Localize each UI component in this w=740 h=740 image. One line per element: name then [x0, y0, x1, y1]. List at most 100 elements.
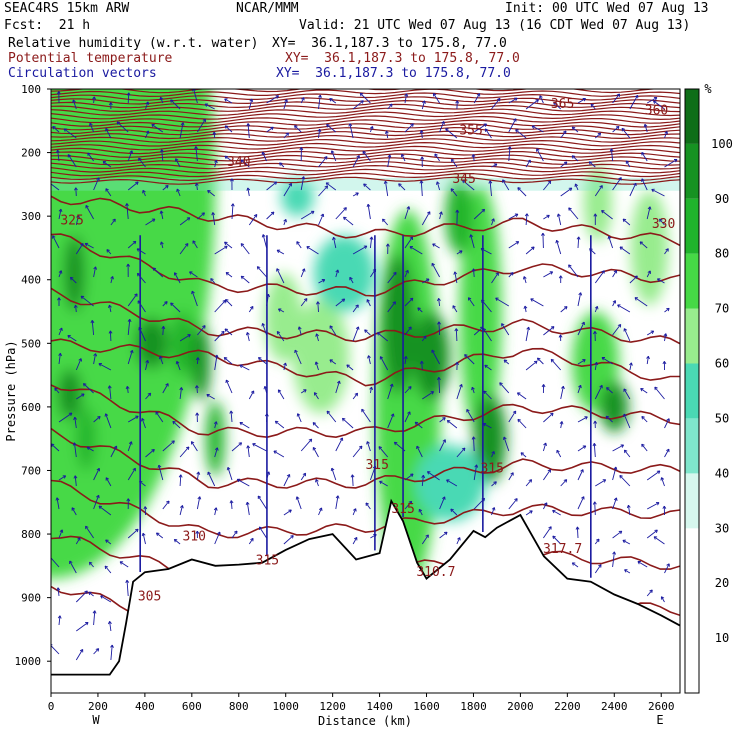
vector-arrow [161, 149, 164, 162]
vector-arrowhead [369, 126, 374, 130]
vector-arrow [377, 332, 388, 342]
vector-arrowhead [158, 355, 163, 360]
vector-arrowhead [165, 383, 169, 387]
vector-arrowhead [59, 529, 64, 533]
forecast-hour: Fcst: 21 h [4, 18, 91, 33]
vector-arrow [401, 154, 406, 162]
x-tick-label: 800 [229, 700, 249, 713]
vector-arrowhead [423, 335, 427, 340]
vector-arrowhead [435, 181, 440, 185]
vector-arrow [86, 446, 94, 452]
vector-arrow [508, 213, 519, 220]
vector-arrowhead [410, 123, 414, 127]
vector-arrow [196, 385, 198, 394]
vector-arrowhead [571, 126, 576, 131]
vector-arrowhead [535, 99, 539, 103]
vector-arrow [312, 422, 319, 429]
vector-arrow [127, 319, 131, 336]
vector-arrowhead [184, 243, 189, 247]
vector-arrowhead [80, 243, 84, 247]
x-tick-label: 600 [182, 700, 202, 713]
vector-arrowhead [86, 446, 91, 451]
vector-arrowhead [455, 209, 460, 213]
vector-arrow [577, 469, 584, 481]
vector-arrow [127, 240, 137, 249]
vector-arrowhead [105, 477, 110, 481]
vector-arrow [283, 474, 291, 487]
vector-arrow [641, 443, 648, 452]
vector-arrowhead [366, 299, 370, 303]
theta-contour [51, 123, 680, 132]
vector-arrow [431, 263, 440, 278]
vector-arrowhead [459, 250, 463, 254]
vector-arrowhead [341, 417, 346, 422]
theta-label: 315 [256, 554, 279, 569]
vector-arrow [283, 132, 289, 139]
x-tick-label: 0 [48, 700, 55, 713]
vector-arrowhead [225, 272, 230, 276]
field-rh-xy: XY= 36.1,187.3 to 175.8, 77.0 [272, 36, 507, 51]
vector-arrow [387, 103, 393, 110]
vector-arrowhead [481, 208, 486, 213]
vector-arrowhead [520, 452, 525, 456]
vector-arrow [73, 442, 77, 458]
vector-arrow [572, 562, 579, 568]
vector-arrow [159, 356, 164, 365]
vector-arrowhead [59, 327, 63, 331]
vector-arrow [623, 388, 631, 400]
vector-arrowhead [107, 621, 112, 625]
vector-arrow [142, 533, 146, 545]
vector-arrow [352, 537, 358, 545]
vector-arrow [93, 353, 97, 365]
vector-arrow [51, 443, 60, 452]
vector-arrow [193, 89, 198, 104]
vector-arrowhead [72, 442, 77, 446]
vector-arrow [283, 183, 292, 197]
vector-arrow [230, 410, 233, 423]
vector-arrowhead [152, 267, 157, 271]
vector-arrowhead [72, 99, 76, 104]
colorbar-segment [685, 143, 699, 199]
vector-arrowhead [349, 276, 353, 281]
rh-blob [76, 406, 96, 471]
vector-arrowhead [512, 410, 517, 415]
vector-arrowhead [417, 307, 421, 311]
vector-arrowhead [294, 125, 298, 129]
vector-arrowhead [358, 445, 363, 450]
vector-arrowhead [484, 128, 489, 132]
vector-arrow [300, 389, 307, 394]
vector-arrowhead [410, 473, 414, 477]
vector-arrow [404, 206, 410, 220]
vector-arrow [404, 356, 407, 365]
vector-arrowhead [132, 240, 137, 245]
vector-arrowhead [549, 271, 554, 275]
vector-arrowhead [151, 448, 155, 453]
vector-arrow [179, 122, 184, 139]
vector-arrowhead [617, 323, 622, 328]
vector-arrowhead [214, 159, 218, 164]
vector-arrowhead [275, 95, 279, 99]
vector-arrowhead [491, 451, 495, 455]
vector-arrow [664, 307, 670, 313]
vector-arrow [278, 308, 285, 313]
vector-arrowhead [58, 270, 63, 274]
vector-arrow [646, 502, 660, 510]
vector-arrowhead [582, 359, 586, 363]
vector-arrow [433, 93, 440, 104]
vector-arrow [468, 297, 475, 307]
vector-arrow [639, 241, 648, 249]
vector-arrowhead [135, 528, 139, 533]
vector-arrow [601, 210, 613, 220]
vector-arrow [214, 507, 217, 516]
vector-arrow [89, 122, 95, 133]
vector-arrow [329, 98, 337, 104]
vector-arrowhead [326, 410, 331, 415]
vector-arrowhead [225, 379, 230, 384]
vector-arrowhead [556, 213, 561, 217]
vector-arrowhead [73, 416, 78, 421]
colorbar-segment [685, 198, 699, 254]
vector-arrowhead [87, 152, 91, 156]
vector-arrowhead [666, 307, 670, 312]
vector-arrowhead [63, 128, 68, 132]
vector-arrowhead [315, 333, 320, 337]
